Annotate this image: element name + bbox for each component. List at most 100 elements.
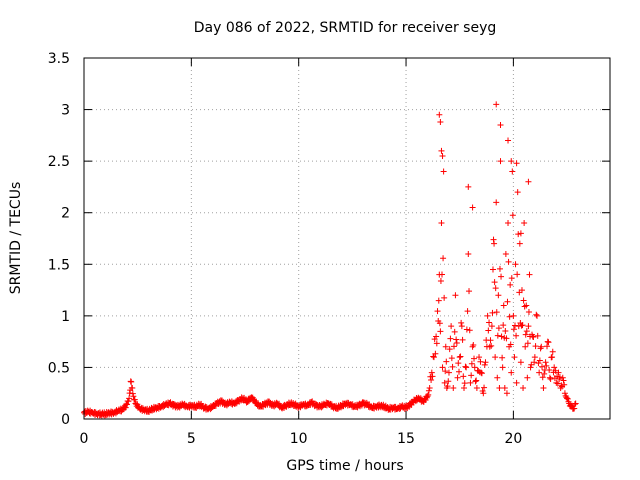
data-point <box>460 373 467 380</box>
data-point <box>488 323 495 330</box>
data-point <box>464 308 471 315</box>
data-point <box>552 367 559 374</box>
data-point <box>451 328 458 335</box>
x-tick-label: 5 <box>187 431 196 447</box>
y-tick-label: 1.5 <box>48 257 70 273</box>
data-point <box>516 240 523 247</box>
y-tick-label: 2.5 <box>48 154 70 170</box>
data-point <box>450 343 457 350</box>
data-point <box>131 396 138 403</box>
x-tick-label: 0 <box>80 431 89 447</box>
data-point <box>524 374 531 381</box>
data-point <box>549 348 556 355</box>
data-point <box>127 378 134 385</box>
data-point <box>130 393 137 400</box>
data-point <box>491 240 498 247</box>
data-point <box>463 364 470 371</box>
data-point <box>516 289 523 296</box>
data-point <box>554 380 561 387</box>
data-point <box>244 398 251 405</box>
data-point <box>561 390 568 397</box>
data-point <box>442 368 449 375</box>
data-point <box>559 374 566 381</box>
data-point <box>471 364 478 371</box>
data-point <box>534 332 541 339</box>
data-point <box>125 398 132 405</box>
data-point <box>477 358 484 365</box>
axis-ticks: 0 0.5 1 1.5 2 2.5 3 3.5 0 5 10 15 20 <box>48 51 610 447</box>
y-tick-label: 3 <box>61 103 70 119</box>
data-point <box>492 285 499 292</box>
data-point <box>465 183 472 190</box>
data-point <box>498 273 505 280</box>
data-point <box>513 379 520 386</box>
data-point <box>476 354 483 361</box>
data-point <box>126 395 133 402</box>
data-point <box>470 342 477 349</box>
data-point <box>494 374 501 381</box>
data-point <box>533 311 540 318</box>
data-point <box>473 377 480 384</box>
y-tick-label: 1 <box>61 309 70 325</box>
data-point <box>561 381 568 388</box>
data-point <box>437 328 444 335</box>
x-tick-label: 15 <box>397 431 415 447</box>
data-point <box>500 302 507 309</box>
data-point <box>510 326 517 333</box>
data-point <box>509 168 516 175</box>
data-point <box>473 385 480 392</box>
data-point <box>532 343 539 350</box>
data-point <box>430 354 437 361</box>
data-point <box>493 101 500 108</box>
data-point <box>445 369 452 376</box>
data-point <box>437 118 444 125</box>
data-point <box>458 319 465 326</box>
data-point <box>463 326 470 333</box>
data-point <box>445 378 452 385</box>
data-point <box>433 333 440 340</box>
y-axis-title: SRMTID / TECUs <box>8 182 24 295</box>
data-point <box>539 374 546 381</box>
data-point <box>520 385 527 392</box>
data-point <box>509 212 516 219</box>
data-point <box>511 322 518 329</box>
data-point <box>493 309 500 316</box>
data-point <box>458 323 465 330</box>
data-point <box>475 367 482 374</box>
data-point <box>455 368 462 375</box>
data-point <box>496 385 503 392</box>
data-point <box>502 328 509 335</box>
data-point <box>542 359 549 366</box>
data-point <box>453 340 460 347</box>
data-point <box>423 394 430 401</box>
data-point <box>439 271 446 278</box>
data-point <box>500 322 507 329</box>
data-point <box>501 385 508 392</box>
data-point <box>546 374 553 381</box>
data-point <box>468 372 475 379</box>
data-point <box>565 398 572 405</box>
data-point <box>442 343 449 350</box>
data-point <box>515 323 522 330</box>
data-point <box>494 332 501 339</box>
data-point <box>468 360 475 367</box>
x-tick-label: 20 <box>504 431 522 447</box>
data-points <box>81 101 579 419</box>
data-point <box>499 354 506 361</box>
data-point <box>448 355 455 362</box>
data-point <box>503 390 510 397</box>
data-point <box>512 261 519 268</box>
data-point <box>456 354 463 361</box>
data-point <box>481 384 488 391</box>
data-point <box>544 343 551 350</box>
data-point <box>551 364 558 371</box>
chart-title: Day 086 of 2022, SRMTID for receiver sey… <box>194 20 497 36</box>
data-point <box>508 275 515 282</box>
data-point <box>525 309 532 316</box>
data-point <box>493 199 500 206</box>
y-tick-label: 3.5 <box>48 51 70 67</box>
data-point <box>497 122 504 129</box>
data-point <box>513 160 520 167</box>
data-point <box>531 354 538 361</box>
data-point <box>448 323 455 330</box>
